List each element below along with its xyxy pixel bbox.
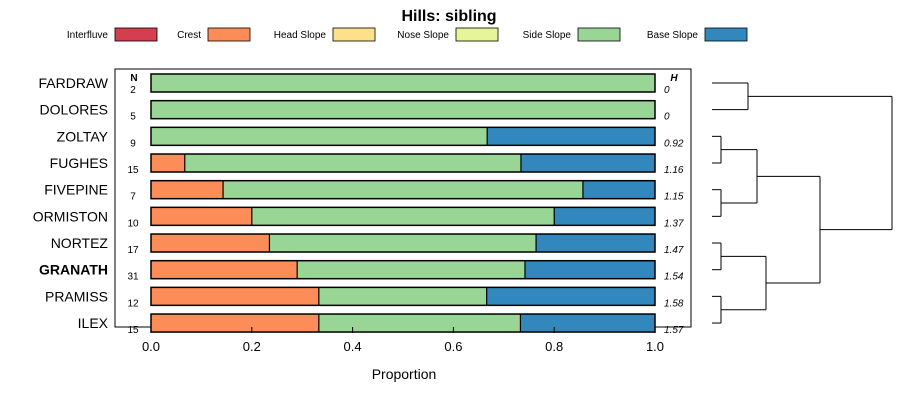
- h-value-granath: 1.54: [664, 272, 684, 283]
- bar-granath-crest: [151, 260, 298, 279]
- n-value-pramiss: 12: [127, 298, 139, 309]
- x-tick-label-0.6: 0.6: [444, 339, 462, 354]
- h-value-fivepine: 1.15: [664, 192, 684, 203]
- bar-fughes-side-slope: [184, 154, 521, 173]
- x-tick-label-1.0: 1.0: [646, 339, 664, 354]
- row-label-zoltay: ZOLTAY: [57, 128, 109, 144]
- bar-ormiston-base-slope: [554, 207, 655, 226]
- bar-ilex-base-slope: [520, 314, 655, 333]
- legend-swatch-side-slope: [577, 27, 621, 42]
- legend-label-interfluve: Interfluve: [67, 30, 109, 41]
- x-axis: 0.0 0.2 0.4 0.6 0.8 1.0: [142, 327, 664, 354]
- bar-ormiston-side-slope: [251, 207, 555, 226]
- row-label-granath: GRANATH: [39, 262, 108, 278]
- h-value-dolores: 0: [664, 112, 670, 123]
- n-value-zoltay: 9: [130, 138, 136, 149]
- h-value-fughes: 1.16: [664, 165, 684, 176]
- bar-outline-dolores: [150, 99, 656, 120]
- bar-outline-fivepine: [150, 179, 656, 200]
- n-column: N 2 5 9 15 7 10 17 31 12 15: [127, 73, 139, 336]
- bar-ilex-crest: [151, 314, 319, 333]
- bar-fardraw-side-slope: [151, 74, 655, 92]
- bar-ilex-side-slope: [318, 314, 521, 333]
- legend-label-crest: Crest: [177, 30, 201, 41]
- bar-granath-base-slope: [524, 260, 655, 279]
- x-tick-label-0.2: 0.2: [243, 339, 261, 354]
- bar-pramiss-base-slope: [486, 287, 655, 306]
- h-value-fardraw: 0: [664, 85, 670, 96]
- legend-label-side-slope: Side Slope: [523, 30, 572, 41]
- bar-fivepine-base-slope: [582, 180, 655, 199]
- bar-fivepine-side-slope: [223, 180, 583, 199]
- n-value-dolores: 5: [130, 112, 136, 123]
- bar-outline-fardraw: [150, 73, 656, 93]
- bar-outline-zoltay: [150, 126, 656, 147]
- bar-outline-pramiss: [150, 286, 656, 307]
- bar-outline-nortez: [150, 233, 656, 253]
- bar-zoltay-base-slope: [487, 127, 655, 146]
- n-value-fughes: 15: [127, 165, 139, 176]
- bar-fivepine-crest: [151, 180, 224, 199]
- x-axis-label: Proportion: [372, 366, 437, 382]
- legend-swatch-crest: [207, 27, 251, 42]
- bar-dolores-side-slope: [151, 100, 655, 119]
- bar-outline-ilex: [150, 313, 656, 333]
- row-label-ormiston: ORMISTON: [33, 208, 108, 224]
- legend: Interfluve Crest Head Slope Nose Slope Side …: [67, 27, 748, 42]
- n-value-ilex: 15: [127, 325, 139, 336]
- n-value-nortez: 17: [127, 245, 139, 256]
- h-column: H 0 0 0.92 1.16 1.15 1.37 1.47 1.54 1.58 1.57: [664, 73, 684, 336]
- bar-pramiss-crest: [151, 287, 319, 306]
- legend-label-base-slope: Base Slope: [647, 30, 699, 41]
- bar-rows: FARDRAW DOLORES ZOLTAY FUGHES FIVEPINE ORMIST…: [33, 73, 656, 333]
- bar-zoltay-side-slope: [151, 127, 488, 146]
- n-value-ormiston: 10: [127, 218, 139, 229]
- h-value-nortez: 1.47: [664, 245, 684, 256]
- row-label-fardraw: FARDRAW: [39, 75, 109, 91]
- row-label-nortez: NORTEZ: [51, 235, 109, 251]
- bar-granath-side-slope: [297, 260, 525, 279]
- dendrogram: [712, 82, 893, 324]
- h-column-header: H: [670, 73, 678, 84]
- x-tick-label-0.8: 0.8: [545, 339, 563, 354]
- bar-nortez-base-slope: [536, 234, 655, 253]
- n-value-fivepine: 7: [130, 192, 136, 203]
- chart-title: Hills: sibling: [401, 8, 496, 25]
- bar-fughes-crest: [151, 154, 185, 173]
- n-value-granath: 31: [127, 272, 139, 283]
- n-value-fardraw: 2: [130, 85, 136, 96]
- x-tick-label-0.0: 0.0: [142, 339, 160, 354]
- row-label-ilex: ILEX: [78, 315, 109, 331]
- legend-swatch-nose-slope: [455, 27, 499, 42]
- legend-label-head-slope: Head Slope: [274, 30, 327, 41]
- legend-swatch-base-slope: [704, 27, 748, 42]
- bar-fughes-base-slope: [520, 154, 656, 173]
- h-value-ormiston: 1.37: [664, 218, 684, 229]
- bar-outline-fughes: [150, 153, 656, 173]
- legend-swatch-head-slope: [332, 27, 376, 42]
- legend-swatch-interfluve: [114, 27, 158, 42]
- bar-nortez-side-slope: [269, 234, 537, 253]
- x-tick-label-0.4: 0.4: [344, 339, 362, 354]
- n-column-header: N: [130, 73, 137, 84]
- bar-ormiston-crest: [151, 207, 252, 226]
- bar-nortez-crest: [151, 234, 270, 253]
- h-value-ilex: 1.57: [664, 325, 684, 336]
- bar-outline-granath: [150, 259, 656, 280]
- bar-outline-ormiston: [150, 206, 656, 227]
- bar-pramiss-side-slope: [318, 287, 487, 306]
- legend-label-nose-slope: Nose Slope: [397, 30, 449, 41]
- h-value-pramiss: 1.58: [664, 298, 684, 309]
- row-label-fughes: FUGHES: [50, 155, 108, 171]
- h-value-zoltay: 0.92: [664, 138, 684, 149]
- row-label-dolores: DOLORES: [40, 102, 108, 118]
- row-label-fivepine: FIVEPINE: [44, 182, 108, 198]
- row-label-pramiss: PRAMISS: [45, 288, 108, 304]
